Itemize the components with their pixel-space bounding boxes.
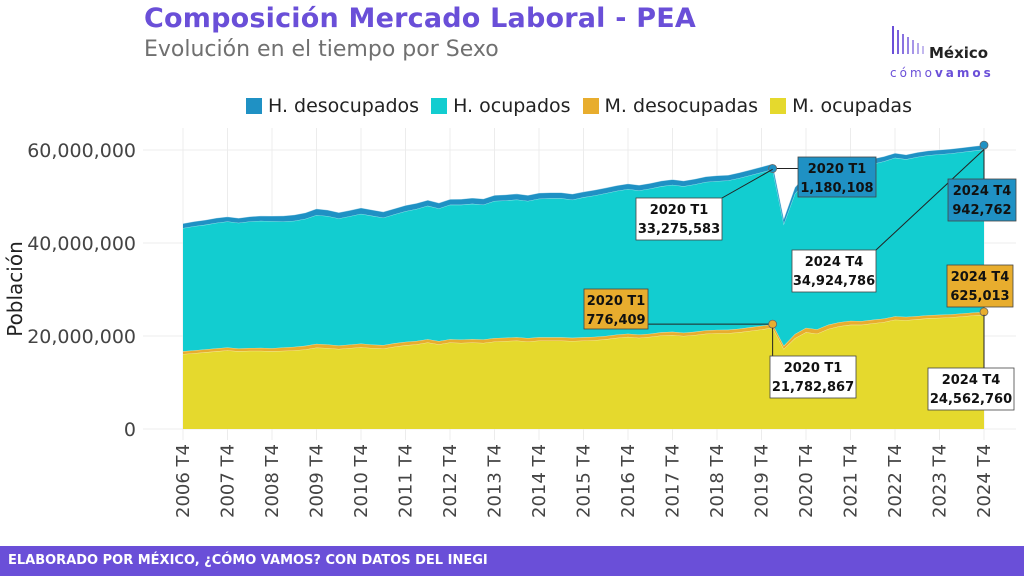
logo-sub-text: cómovamos: [890, 66, 994, 80]
x-tick-label: 2021 T4: [841, 444, 862, 518]
x-tick-label: 2019 T4: [752, 444, 773, 518]
x-tick-label: 2022 T4: [885, 444, 906, 518]
annotation-label: 2024 T4: [805, 255, 864, 270]
area-h-ocupados: [183, 149, 984, 352]
annotation-label: 2020 T1: [587, 294, 646, 309]
x-tick-label: 2006 T4: [173, 444, 194, 518]
annotation-box: [927, 367, 1015, 411]
annotation-box: [947, 178, 1017, 222]
x-tick-label: 2016 T4: [618, 444, 639, 518]
chart-title: Composición Mercado Laboral - PEA: [144, 3, 696, 34]
annotation-label: 2024 T4: [953, 184, 1012, 199]
logo-sub-bold: vamos: [934, 66, 994, 80]
annotation-box: [797, 156, 877, 198]
annotation-box: [946, 264, 1014, 308]
mexico-como-vamos-logo: México cómovamos: [888, 22, 1000, 88]
y-tick-label: 0: [124, 419, 136, 441]
annotation-value: 1,180,108: [800, 181, 873, 196]
x-tick-label: 2024 T4: [974, 444, 995, 518]
legend-item: M. desocupadas: [582, 95, 759, 117]
annotation-label: 2020 T1: [784, 361, 843, 376]
annotation-label: 2024 T4: [951, 270, 1010, 285]
x-tick-label: 2015 T4: [574, 444, 595, 518]
annotation-box: [583, 288, 649, 330]
x-tick-label: 2014 T4: [529, 444, 550, 518]
annotation-label: 2024 T4: [942, 373, 1001, 388]
x-tick-label: 2010 T4: [351, 444, 372, 518]
annotation-value: 24,562,760: [930, 392, 1012, 407]
x-tick-label: 2013 T4: [485, 444, 506, 518]
annotation-value: 776,409: [586, 313, 645, 328]
chart-plot: 0 20,000,000 40,000,000 60,000,000 Población…: [3, 128, 1017, 518]
annotation-label: 2020 T1: [650, 203, 709, 218]
y-tick-label: 40,000,000: [27, 233, 136, 255]
x-tick-label: 2008 T4: [262, 444, 283, 518]
legend-swatch: [770, 98, 787, 114]
x-tick-label: 2009 T4: [307, 444, 328, 518]
legend-label: H. ocupados: [453, 95, 571, 117]
area-m-ocupadas: [183, 314, 984, 429]
annotation-value: 625,013: [950, 289, 1009, 304]
y-axis-title: Población: [3, 241, 27, 337]
annotation-leader: [721, 168, 773, 199]
legend-label: H. desocupados: [268, 95, 420, 117]
legend-label: M. desocupadas: [604, 95, 759, 117]
chart-subtitle: Evolución en el tiempo por Sexo: [144, 37, 499, 62]
annotation-point: [979, 140, 989, 150]
annotation-box: [791, 249, 877, 293]
area-h-desocupados: [183, 145, 984, 229]
footer-credit: ELABORADO POR MÉXICO, ¿CÓMO VAMOS? CON D…: [8, 553, 488, 568]
legend-swatch: [582, 98, 599, 114]
legend-item: H. desocupados: [246, 95, 419, 117]
legend-swatch: [431, 98, 448, 114]
logo-bars-icon: [892, 24, 932, 54]
legend-item: M. ocupadas: [770, 95, 912, 117]
area-m-desocupadas: [183, 311, 984, 355]
x-tick-label: 2011 T4: [396, 444, 417, 518]
annotation-label: 2020 T1: [808, 162, 867, 177]
x-tick-label: 2020 T4: [796, 444, 817, 518]
y-tick-label: 60,000,000: [27, 140, 136, 162]
chart-legend: H. desocupados H. ocupados M. desocupadas M…: [246, 94, 924, 118]
legend-swatch: [246, 98, 262, 114]
y-tick-label: 20,000,000: [27, 326, 136, 348]
legend-label: M. ocupadas: [792, 95, 912, 117]
footer-bar: ELABORADO POR MÉXICO, ¿CÓMO VAMOS? CON D…: [0, 546, 1024, 576]
annotation-value: 942,762: [952, 203, 1011, 218]
annotation-value: 33,275,583: [638, 222, 720, 237]
annotation-box: [635, 197, 723, 241]
x-tick-label: 2023 T4: [930, 444, 951, 518]
annotation-leader: [875, 149, 985, 251]
x-tick-label: 2018 T4: [707, 444, 728, 518]
legend-item: H. ocupados: [431, 95, 571, 117]
annotation-box: [769, 355, 857, 399]
x-tick-label: 2007 T4: [218, 444, 239, 518]
logo-main-text: México: [929, 44, 989, 62]
x-tick-label: 2017 T4: [663, 444, 684, 518]
x-tick-label: 2012 T4: [440, 444, 461, 518]
annotation-value: 34,924,786: [793, 274, 875, 289]
annotation-value: 21,782,867: [772, 380, 854, 395]
logo-sub-light: cómo: [890, 66, 935, 80]
